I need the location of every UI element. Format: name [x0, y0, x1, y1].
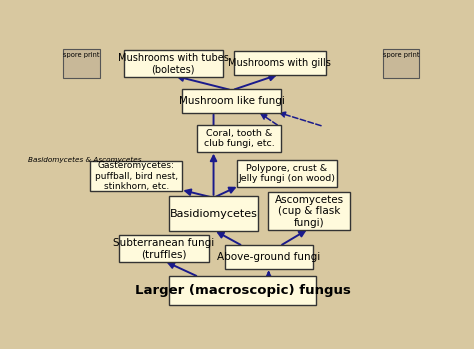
FancyBboxPatch shape [169, 276, 316, 305]
Text: spore print: spore print [63, 52, 100, 58]
FancyBboxPatch shape [225, 245, 313, 269]
FancyBboxPatch shape [182, 89, 282, 113]
Text: Gasteromycetes:
puffball, bird nest,
stinkhorn, etc.: Gasteromycetes: puffball, bird nest, sti… [95, 161, 178, 191]
Text: Basidomycetes & Ascomycetes: Basidomycetes & Ascomycetes [28, 157, 142, 163]
FancyBboxPatch shape [63, 49, 100, 78]
Text: Basidiomycetes: Basidiomycetes [170, 209, 257, 219]
Text: Larger (macroscopic) fungus: Larger (macroscopic) fungus [135, 284, 351, 297]
FancyBboxPatch shape [169, 196, 258, 231]
Text: spore print: spore print [383, 52, 419, 58]
Text: Above-ground fungi: Above-ground fungi [217, 252, 320, 262]
FancyBboxPatch shape [237, 160, 337, 187]
Text: Mushrooms with tubes
(boletes): Mushrooms with tubes (boletes) [118, 53, 228, 74]
FancyBboxPatch shape [268, 192, 350, 230]
FancyBboxPatch shape [124, 50, 223, 77]
Text: Polypore, crust &
Jelly fungi (on wood): Polypore, crust & Jelly fungi (on wood) [238, 164, 336, 183]
FancyBboxPatch shape [91, 162, 182, 191]
Text: Ascomycetes
(cup & flask
fungi): Ascomycetes (cup & flask fungi) [274, 195, 344, 228]
Text: Mushroom like fungi: Mushroom like fungi [179, 96, 285, 106]
FancyBboxPatch shape [197, 125, 282, 152]
Text: Subterranean fungi
(truffles): Subterranean fungi (truffles) [113, 238, 215, 260]
FancyBboxPatch shape [383, 49, 419, 78]
Text: Mushrooms with gills: Mushrooms with gills [228, 58, 331, 68]
FancyBboxPatch shape [234, 51, 326, 75]
FancyBboxPatch shape [119, 235, 209, 262]
Text: Coral, tooth &
club fungi, etc.: Coral, tooth & club fungi, etc. [204, 129, 274, 148]
